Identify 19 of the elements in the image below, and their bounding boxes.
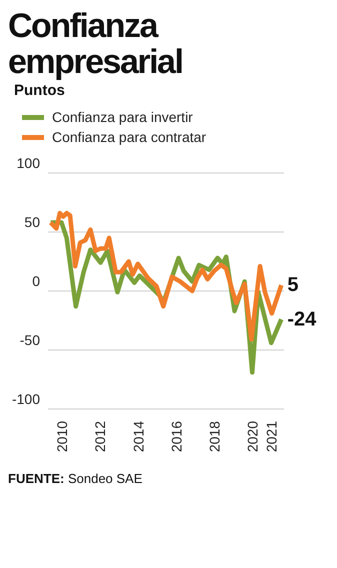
data-label: -24 bbox=[287, 308, 318, 330]
y-tick-label: -100 bbox=[12, 390, 40, 407]
x-tick-label: 2012 bbox=[92, 420, 108, 452]
x-tick-label: 2014 bbox=[130, 420, 146, 452]
y-tick-label: 100 bbox=[16, 154, 40, 171]
x-tick-label: 2021 bbox=[264, 420, 280, 452]
x-tick-label: 2020 bbox=[244, 420, 260, 452]
y-tick-label: 50 bbox=[24, 214, 40, 230]
x-tick-label: 2018 bbox=[206, 420, 222, 452]
x-tick-label: 2010 bbox=[54, 420, 70, 452]
x-tick-label: 2016 bbox=[168, 420, 184, 452]
chart-title: Confianza empresarial bbox=[8, 7, 184, 81]
legend-label: Confianza para invertir bbox=[52, 109, 193, 125]
y-tick-label: -50 bbox=[20, 332, 40, 348]
legend-label: Confianza para contratar bbox=[52, 129, 206, 145]
y-tick-label: 0 bbox=[32, 272, 40, 289]
source-note: FUENTE: Sondeo SAE bbox=[8, 471, 144, 486]
data-label: 5 bbox=[287, 274, 298, 296]
chart-subtitle: Puntos bbox=[14, 82, 66, 99]
